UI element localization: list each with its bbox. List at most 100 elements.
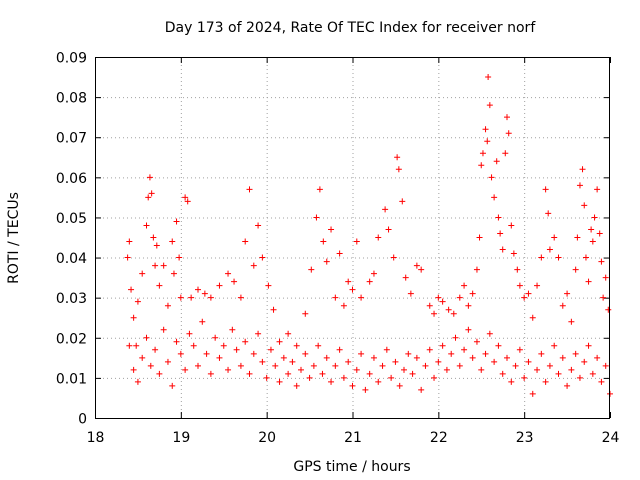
data-point xyxy=(207,370,214,377)
y-tick-label: 0.05 xyxy=(56,211,87,227)
data-point xyxy=(216,354,223,361)
data-point xyxy=(188,294,195,301)
data-point xyxy=(473,338,480,345)
data-point xyxy=(184,198,191,205)
y-tick-labels: 0 0.01 0.02 0.03 0.04 0.05 0.06 0.07 0.08 0.09 xyxy=(56,51,87,428)
data-point xyxy=(173,218,180,225)
data-point xyxy=(340,374,347,381)
data-point xyxy=(156,370,163,377)
data-point xyxy=(538,254,545,261)
data-point xyxy=(538,350,545,357)
data-point xyxy=(130,366,137,373)
data-point xyxy=(418,266,425,273)
data-point xyxy=(499,246,506,253)
data-point xyxy=(598,258,605,265)
data-point xyxy=(497,230,504,237)
data-point xyxy=(237,294,244,301)
data-point xyxy=(394,154,401,161)
data-point xyxy=(534,282,541,289)
data-point xyxy=(484,138,491,145)
x-tick-label: 22 xyxy=(430,430,448,446)
data-point xyxy=(225,366,232,373)
chart-title: Day 173 of 2024, Rate Of TEC Index for r… xyxy=(165,20,537,36)
data-point xyxy=(375,234,382,241)
data-point xyxy=(270,306,277,313)
data-point xyxy=(212,334,219,341)
data-point xyxy=(316,186,323,193)
y-tick-label: 0.01 xyxy=(56,371,87,387)
data-point xyxy=(190,342,197,349)
data-point xyxy=(443,366,450,373)
data-point xyxy=(602,274,609,281)
data-point xyxy=(452,334,459,341)
data-point xyxy=(456,294,463,301)
data-point xyxy=(246,370,253,377)
data-point xyxy=(469,354,476,361)
data-point xyxy=(516,282,523,289)
data-point xyxy=(160,326,167,333)
data-point xyxy=(306,374,313,381)
data-point xyxy=(435,294,442,301)
data-point xyxy=(289,358,296,365)
data-point xyxy=(358,294,365,301)
data-point xyxy=(134,378,141,385)
data-point xyxy=(177,294,184,301)
data-point xyxy=(445,306,452,313)
data-point xyxy=(491,358,498,365)
data-point xyxy=(143,334,150,341)
data-point xyxy=(242,238,249,245)
data-point xyxy=(370,354,377,361)
x-tick-label: 19 xyxy=(172,430,190,446)
data-point xyxy=(229,326,236,333)
x-tick-label: 21 xyxy=(344,430,362,446)
data-point xyxy=(285,370,292,377)
data-point xyxy=(164,302,171,309)
data-point xyxy=(362,386,369,393)
data-point xyxy=(220,342,227,349)
data-point xyxy=(555,370,562,377)
data-point xyxy=(133,342,140,349)
data-point xyxy=(514,266,521,273)
data-point xyxy=(250,262,257,269)
y-tick-label: 0.09 xyxy=(56,51,87,67)
data-point xyxy=(139,354,146,361)
data-point xyxy=(413,354,420,361)
data-point xyxy=(542,186,549,193)
data-point xyxy=(345,278,352,285)
data-point xyxy=(431,310,438,317)
data-point xyxy=(176,254,183,261)
data-point xyxy=(499,370,506,377)
data-point xyxy=(382,206,389,213)
data-point xyxy=(128,286,135,293)
data-point xyxy=(302,350,309,357)
y-tick-label: 0.04 xyxy=(56,251,87,267)
data-point xyxy=(336,250,343,257)
data-point xyxy=(508,378,515,385)
data-point xyxy=(237,362,244,369)
data-point xyxy=(486,330,493,337)
data-point xyxy=(516,346,523,353)
data-point xyxy=(169,238,176,245)
data-point xyxy=(546,246,553,253)
data-point xyxy=(328,378,335,385)
data-point xyxy=(153,242,160,249)
data-point xyxy=(529,390,536,397)
grid-lines xyxy=(95,57,610,418)
data-point xyxy=(130,314,137,321)
data-point xyxy=(568,366,575,373)
data-point xyxy=(465,302,472,309)
data-point xyxy=(525,290,532,297)
data-point xyxy=(572,350,579,357)
data-point xyxy=(555,254,562,261)
data-point xyxy=(409,370,416,377)
data-point xyxy=(495,214,502,221)
data-point xyxy=(491,194,498,201)
data-point xyxy=(589,238,596,245)
data-point xyxy=(173,338,180,345)
y-tick-label: 0.07 xyxy=(56,131,87,147)
data-point xyxy=(585,342,592,349)
data-points xyxy=(124,74,613,397)
data-point xyxy=(422,362,429,369)
data-point xyxy=(559,302,566,309)
